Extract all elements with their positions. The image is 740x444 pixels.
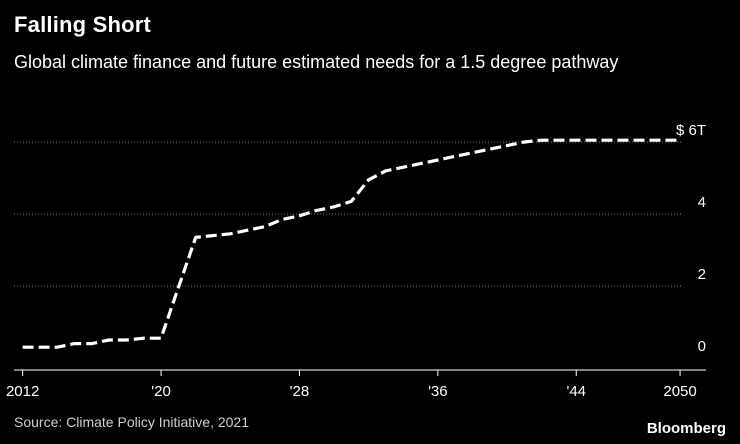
y-tick-label: $ 6T — [676, 122, 706, 139]
series-lines — [22, 138, 681, 349]
x-tick-label: 2050 — [663, 383, 696, 400]
x-tick-label: '20 — [151, 383, 171, 400]
x-axis-ticks: 2012 '20 '28 '36 '44 2050 — [6, 370, 697, 400]
gridlines — [14, 141, 682, 287]
y-tick-label: 4 — [698, 194, 706, 211]
y-tick-label: 2 — [698, 266, 706, 283]
bloomberg-logo: Bloomberg — [646, 420, 726, 437]
x-tick-label: '28 — [290, 383, 310, 400]
chart-title: Falling Short — [14, 12, 152, 37]
source-note: Source: Climate Policy Initiative, 2021 — [14, 414, 249, 430]
x-tick-label: '36 — [428, 383, 448, 400]
y-tick-label: 0 — [698, 338, 706, 355]
series-line — [22, 138, 681, 349]
chart-subtitle: Global climate finance and future estima… — [14, 52, 619, 72]
x-tick-label: 2012 — [6, 383, 39, 400]
y-axis-labels: 0 2 4 $ 6T — [676, 122, 706, 355]
x-tick-label: '44 — [566, 383, 586, 400]
